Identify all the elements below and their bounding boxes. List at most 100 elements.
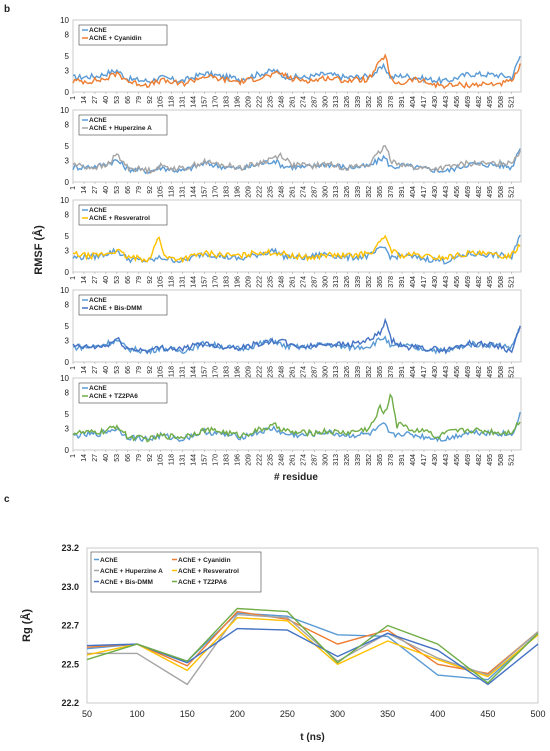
legend-entry: AChE + Bis-DMM [89,305,142,312]
y-tick-label: 0 [65,88,70,97]
x-tick-label: 300 [322,186,329,198]
x-tick-label: 417 [421,454,428,466]
x-tick-label: 66 [125,276,132,284]
x-tick-label: 469 [465,96,472,108]
x-tick-label: 326 [344,186,351,198]
x-tick-label: 350 [380,709,395,719]
x-tick-label: 209 [245,186,252,198]
x-tick-label: 365 [377,96,384,108]
x-tick-label: 313 [333,186,340,198]
x-tick-label: 183 [224,366,231,378]
x-tick-label: 404 [410,96,417,108]
x-tick-label: 40 [103,96,110,104]
x-tick-label: 1 [70,366,77,370]
x-tick-label: 495 [487,96,494,108]
x-tick-label: 157 [202,454,209,466]
x-tick-label: 391 [399,276,406,288]
x-tick-label: 27 [92,454,99,462]
x-tick-label: 40 [103,186,110,194]
x-tick-label: 313 [333,454,340,466]
x-tick-label: 274 [300,454,307,466]
x-tick-label: 222 [256,186,263,198]
x-tick-label: 456 [454,454,461,466]
x-tick-label: 261 [289,96,296,108]
x-tick-label: 417 [421,276,428,288]
y-tick-label: 23.0 [61,582,79,592]
x-tick-label: 53 [114,186,121,194]
x-tick-label: 131 [180,276,187,288]
x-tick-label: 339 [355,276,362,288]
y-tick-label: 23.2 [61,543,79,553]
x-tick-label: 144 [191,366,198,378]
x-tick-label: 222 [256,454,263,466]
x-tick-label: 274 [300,276,307,288]
x-tick-label: 131 [180,186,187,198]
legend-box [78,114,168,136]
x-tick-label: 53 [114,276,121,284]
x-tick-label: 261 [289,454,296,466]
x-tick-label: 313 [333,96,340,108]
y-tick-label: 8 [65,120,70,129]
x-tick-label: 300 [322,96,329,108]
x-tick-label: 209 [245,454,252,466]
x-tick-label: 53 [114,96,121,104]
x-tick-label: 1 [70,186,77,190]
x-tick-label: 235 [267,276,274,288]
x-tick-label: 79 [136,366,143,374]
legend-entry: AChE [89,27,107,34]
legend-entry: AChE + Huperzine A [100,568,163,575]
x-tick-label: 521 [509,454,516,466]
x-axis-title: t (ns) [300,732,324,743]
x-tick-label: 183 [224,454,231,466]
x-axis-title: # residue [274,472,318,483]
x-tick-label: 248 [278,454,285,466]
x-tick-label: 508 [498,454,505,466]
x-tick-label: 105 [158,454,165,466]
plot-frame [72,289,522,363]
x-tick-label: 144 [191,186,198,198]
x-tick-label: 27 [92,96,99,104]
x-tick-label: 300 [322,276,329,288]
y-tick-label: 5 [65,142,70,151]
x-tick-label: 79 [136,454,143,462]
x-tick-label: 170 [213,96,220,108]
x-tick-label: 196 [235,186,242,198]
x-tick-label: 105 [158,96,165,108]
y-tick-label: 5 [65,322,70,331]
x-tick-label: 157 [202,366,209,378]
x-tick-label: 1 [70,276,77,280]
x-tick-label: 404 [410,454,417,466]
y-tick-label: 10 [60,106,69,115]
x-tick-label: 1 [70,454,77,458]
x-tick-label: 482 [476,186,483,198]
x-tick-label: 183 [224,186,231,198]
x-tick-label: 365 [377,276,384,288]
x-tick-label: 352 [366,186,373,198]
x-tick-label: 40 [103,454,110,462]
y-tick-label: 3 [65,246,70,255]
x-tick-label: 326 [344,276,351,288]
x-tick-label: 222 [256,96,263,108]
x-tick-label: 170 [213,366,220,378]
x-tick-label: 66 [125,96,132,104]
x-tick-label: 27 [92,276,99,284]
rmsf-subplot-4: 0 3 5 8 10 1 14 27 40 53 66 79 92 105 118 131 144 157 170 1… [60,286,522,378]
x-tick-label: 196 [235,454,242,466]
y-tick-label: 3 [65,336,70,345]
x-tick-label: 235 [267,366,274,378]
legend-entry: AChE + TZ2PA6 [178,579,227,586]
x-tick-label: 131 [180,454,187,466]
x-tick-label: 144 [191,276,198,288]
rmsf-line-ache-cyanidin [72,53,521,90]
rmsf-subplot-3: 0 3 5 8 10 1 14 27 40 53 66 79 92 105 118 131 144 157 170 1… [60,196,522,288]
y-axis-title: Rg (Å) [20,609,33,642]
x-tick-label: 443 [443,186,450,198]
rg-line-ache-resveratrol [86,616,539,678]
legend-entry: AChE [89,297,107,304]
y-tick-label: 5 [65,52,70,61]
legend-entry: AChE + TZ2PA6 [89,393,138,400]
x-tick-label: 482 [476,276,483,288]
x-tick-label: 40 [103,276,110,284]
